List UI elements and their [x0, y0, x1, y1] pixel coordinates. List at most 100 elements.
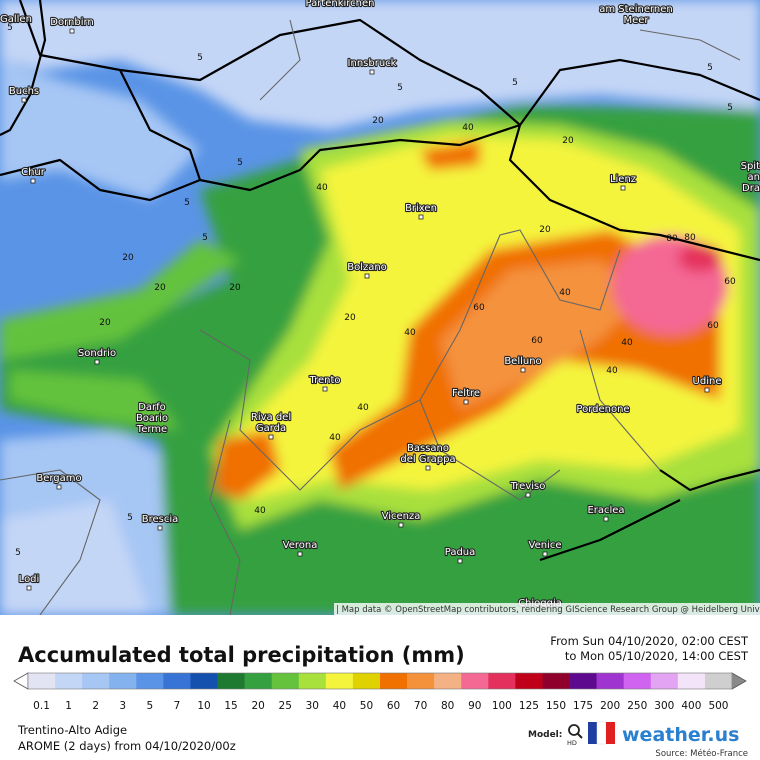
- legend-swatch: [136, 673, 164, 689]
- legend-value: 300: [654, 700, 674, 712]
- city-marker: [94, 359, 100, 365]
- legend-swatch: [407, 673, 435, 689]
- contour-label: 5: [237, 158, 243, 168]
- city-label: Lodi: [19, 574, 40, 585]
- legend-value: 70: [414, 700, 427, 712]
- contour-label: 20: [562, 136, 574, 146]
- city-marker: [69, 28, 75, 34]
- city-label: Treviso: [510, 481, 546, 492]
- contour-label: 40: [316, 183, 328, 193]
- legend-swatch: [623, 673, 652, 689]
- city-marker: [542, 551, 548, 557]
- legend-value: 90: [468, 700, 481, 712]
- legend-value: 500: [708, 700, 728, 712]
- city-marker: [603, 516, 609, 522]
- city-label: Bolzano: [347, 262, 387, 273]
- city-label: Brixen: [405, 203, 437, 214]
- city-label: Riva del: [251, 412, 291, 423]
- contour-label: 20: [99, 318, 111, 328]
- legend-value: 1: [65, 700, 72, 712]
- city-label: Venice: [529, 540, 562, 551]
- legend-swatch: [704, 673, 733, 689]
- city-marker: [364, 273, 370, 279]
- city-label: Belluno: [504, 356, 541, 367]
- legend-swatch: [190, 673, 218, 689]
- city-label: Darfo: [138, 402, 166, 413]
- map-title: Accumulated total precipitation (mm): [18, 643, 465, 667]
- contour-label: 5: [7, 23, 13, 33]
- contour-label: 5: [202, 233, 208, 243]
- legend-value: 80: [441, 700, 454, 712]
- contour-label: 40: [462, 123, 474, 133]
- legend-value: 0.1: [33, 700, 50, 712]
- period-start: From Sun 04/10/2020, 02:00 CEST: [550, 634, 749, 648]
- city-label: Pordenone: [576, 404, 629, 415]
- contour-label: 20: [229, 283, 241, 293]
- legend-value: 15: [224, 700, 237, 712]
- contour-label: 20: [372, 116, 384, 126]
- contour-label: 40: [606, 366, 618, 376]
- city-label: Padua: [445, 547, 476, 558]
- city-label: del Grappa: [400, 454, 455, 465]
- legend-swatch: [542, 673, 570, 689]
- legend-value: 30: [306, 700, 319, 712]
- city-label: Garda: [256, 423, 286, 434]
- city-label: Udine: [693, 376, 722, 387]
- legend-value: 2: [92, 700, 99, 712]
- city-marker: [26, 585, 32, 591]
- contour-label: 5: [127, 513, 133, 523]
- legend-swatch: [515, 673, 543, 689]
- legend-value: 250: [627, 700, 647, 712]
- contour-label: 80: [684, 233, 696, 243]
- legend-swatch: [434, 673, 462, 689]
- hd-label: HD: [567, 739, 577, 747]
- legend-value: 150: [546, 700, 566, 712]
- legend-swatch: [298, 673, 327, 689]
- city-marker: [157, 525, 163, 531]
- legend-swatch: [569, 673, 597, 689]
- city-marker: [457, 558, 463, 564]
- contour-label: 40: [559, 288, 571, 298]
- flag-blue: [588, 722, 597, 744]
- legend-value: 125: [519, 700, 539, 712]
- contour-label: 5: [727, 103, 733, 113]
- city-label: Brescia: [142, 514, 179, 525]
- legend-swatch: [109, 673, 137, 689]
- attribution: | Map data © OpenStreetMap contributors,…: [336, 605, 760, 615]
- contour-label: 20: [539, 225, 551, 235]
- legend-swatch: [55, 673, 83, 689]
- search-icon-handle: [577, 733, 583, 739]
- region-name: Trentino-Alto Adige: [17, 723, 127, 737]
- legend-value: 60: [387, 700, 400, 712]
- brand-logo[interactable]: weather.us: [622, 724, 739, 746]
- city-marker: [525, 492, 531, 498]
- contour-label: 40: [621, 338, 633, 348]
- contour-label: 20: [344, 313, 356, 323]
- legend-value: 7: [174, 700, 181, 712]
- contour-label: 5: [184, 198, 190, 208]
- city-marker: [369, 69, 375, 75]
- legend-value: 175: [573, 700, 593, 712]
- city-label: Trento: [308, 375, 340, 386]
- city-marker: [425, 465, 431, 471]
- contour-label: 60: [724, 277, 736, 287]
- contour-label: 20: [122, 253, 134, 263]
- legend-swatch: [28, 673, 56, 689]
- legend-swatch: [352, 673, 381, 689]
- city-marker: [268, 434, 274, 440]
- city-marker: [297, 551, 303, 557]
- city-label: Bergamo: [36, 473, 81, 484]
- city-label: an: [748, 172, 760, 183]
- legend-swatch: [461, 673, 489, 689]
- city-marker: [398, 522, 404, 528]
- city-marker: [520, 367, 526, 373]
- legend-value: 100: [492, 700, 512, 712]
- city-label: Eraclea: [587, 505, 624, 516]
- city-marker: [56, 484, 62, 490]
- city-label: Innsbruck: [348, 58, 397, 69]
- contour-label: 5: [397, 83, 403, 93]
- city-label: Sondrio: [78, 348, 116, 359]
- city-label: Feltre: [452, 388, 480, 399]
- city-label: Lienz: [610, 174, 636, 185]
